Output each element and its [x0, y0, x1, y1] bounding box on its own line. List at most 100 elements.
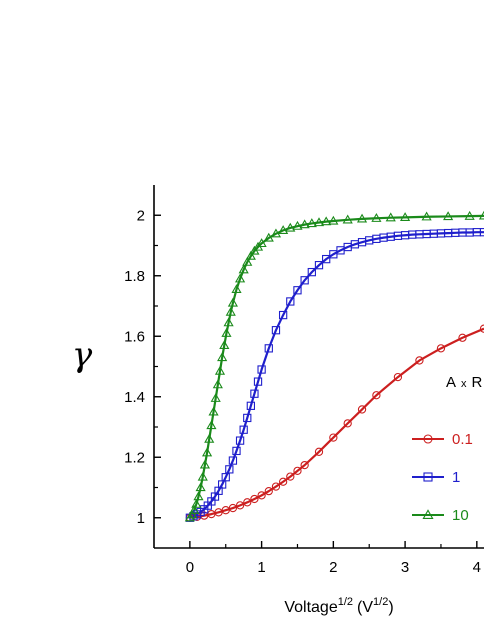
x-axis-title-unit-close: ): [388, 599, 393, 616]
y-ticks: 1 1.2 1.4 1.6 1.8 2: [124, 207, 161, 527]
data-point-10: [478, 210, 484, 220]
data-point-10: [189, 504, 200, 514]
y-tick-label: 1.6: [124, 328, 145, 345]
data-point-0-1: [278, 477, 288, 486]
x-tick-label: 0: [186, 559, 194, 576]
data-point-10: [225, 306, 236, 316]
data-point-10: [208, 406, 219, 416]
data-point-10: [231, 284, 242, 294]
x-axis-title-unit-open: (V: [357, 599, 373, 616]
data-point-10: [399, 212, 411, 222]
data-point-1: [243, 413, 252, 423]
data-point-1: [250, 389, 259, 398]
x-ticks: 0 1 2 3 4: [186, 541, 481, 576]
data-point-1: [293, 286, 302, 295]
data-point-0-1: [357, 405, 367, 414]
x-axis-title-base: Voltage: [284, 599, 337, 616]
data-point-0-1: [436, 344, 446, 353]
data-point-0-1: [257, 491, 266, 500]
data-point-10: [306, 218, 317, 228]
data-point-1: [278, 310, 288, 320]
data-point-0-1: [243, 498, 252, 507]
data-point-10: [219, 340, 230, 349]
data-point-10: [245, 250, 256, 260]
data-point-10: [199, 459, 211, 469]
data-point-10: [328, 215, 339, 225]
data-point-1: [479, 228, 484, 237]
data-point-10: [197, 471, 208, 481]
legend-title-x: x: [461, 378, 467, 390]
data-point-0-1: [214, 508, 223, 517]
data-point-1: [235, 436, 245, 445]
data-point-10: [193, 491, 204, 501]
series-line-10: [188, 214, 484, 519]
x-tick-label: 1: [257, 559, 265, 576]
data-point-10: [464, 210, 475, 220]
data-point-10: [204, 433, 215, 443]
data-point-10: [195, 482, 206, 492]
data-point-10: [221, 327, 232, 337]
data-point-1: [228, 456, 238, 465]
x-tick-label: 3: [401, 559, 409, 576]
data-point-0-1: [293, 466, 302, 476]
data-point-10: [234, 273, 246, 283]
data-point-10: [285, 222, 296, 232]
data-point-0-1: [221, 506, 230, 515]
legend-label-1: 1: [452, 469, 460, 486]
data-point-1: [239, 425, 248, 434]
data-point-10: [263, 232, 274, 242]
data-point-10: [201, 447, 213, 457]
data-point-10: [321, 216, 332, 226]
legend-marker-10: [422, 509, 434, 520]
data-point-0-1: [372, 391, 381, 400]
data-point-1: [264, 344, 273, 353]
data-point-10: [292, 220, 303, 230]
data-point-10: [227, 297, 239, 307]
data-point-1: [246, 401, 255, 410]
data-point-0-1: [343, 419, 352, 428]
y-tick-label: 1.2: [124, 449, 145, 466]
data-point-0-1: [264, 486, 273, 496]
series-line-0-1: [189, 327, 484, 519]
y-tick-label: 1.8: [124, 268, 145, 285]
data-point-10: [206, 420, 217, 430]
data-point-10: [299, 219, 310, 229]
data-point-0-1: [393, 372, 403, 382]
data-point-10: [186, 509, 198, 519]
data-point-10: [238, 264, 249, 274]
data-point-10: [313, 217, 325, 227]
data-point-1: [221, 473, 230, 482]
series-line-1: [189, 231, 484, 519]
data-point-10: [342, 214, 353, 224]
data-point-0-1: [479, 324, 484, 333]
series-curves: [188, 214, 484, 519]
data-point-0-1: [271, 482, 281, 491]
legend-marker-0-1: [423, 434, 433, 444]
data-point-10: [385, 212, 396, 222]
y-tick-label: 1.4: [124, 389, 145, 406]
data-point-1: [225, 465, 234, 474]
data-point-0-1: [250, 494, 259, 504]
data-point-10: [212, 379, 223, 389]
x-axis-title-unit-exp: 1/2: [373, 596, 388, 608]
data-point-1: [300, 276, 309, 285]
data-point-10: [421, 211, 432, 221]
data-point-0-1: [415, 356, 424, 365]
series-markers: [184, 210, 484, 522]
x-axis-title: Voltage1/2 (V1/2): [284, 596, 393, 616]
y-tick-label: 2: [137, 207, 145, 224]
data-point-1: [253, 377, 263, 386]
data-point-0-1: [329, 433, 338, 442]
x-axis-title-base-exp: 1/2: [338, 596, 353, 608]
y-tick-label: 1: [137, 510, 145, 527]
data-point-1: [257, 365, 266, 374]
data-point-10: [223, 317, 234, 327]
data-point-1: [314, 261, 324, 270]
data-point-10: [356, 213, 368, 223]
data-point-0-1: [300, 460, 309, 470]
legend-title-a: A: [446, 374, 456, 391]
data-point-10: [214, 365, 226, 375]
